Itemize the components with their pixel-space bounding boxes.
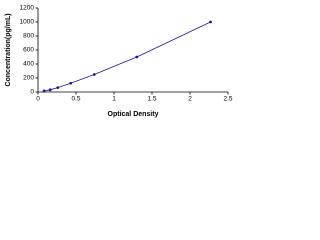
x-tick-label: 2.5 — [223, 96, 232, 103]
data-point — [135, 55, 139, 59]
y-tick-label: 0 — [30, 89, 34, 96]
y-tick-label: 1200 — [20, 5, 35, 12]
x-tick-label: 0.5 — [71, 96, 80, 103]
fit-line — [44, 21, 211, 92]
y-tick-label: 1000 — [20, 19, 35, 26]
x-axis-title: Optical Density — [108, 111, 159, 118]
y-tick-label: 800 — [23, 33, 34, 40]
y-tick-label: 400 — [23, 61, 34, 68]
data-point — [209, 20, 212, 24]
data-point — [56, 86, 60, 90]
data-point — [69, 81, 73, 85]
data-point — [48, 88, 52, 92]
chart: Optical Density Concentration(pg/mL) 020… — [5, 5, 233, 118]
x-tick-label: 1.5 — [147, 96, 156, 103]
y-tick-label: 600 — [23, 47, 34, 54]
y-axis-title: Concentration(pg/mL) — [5, 13, 12, 86]
x-tick-label: 1 — [112, 96, 116, 103]
x-tick-label: 2 — [188, 96, 192, 103]
data-point — [42, 89, 46, 93]
x-tick-label: 0 — [36, 96, 40, 103]
data-point — [92, 73, 96, 76]
y-tick-label: 200 — [23, 75, 34, 82]
